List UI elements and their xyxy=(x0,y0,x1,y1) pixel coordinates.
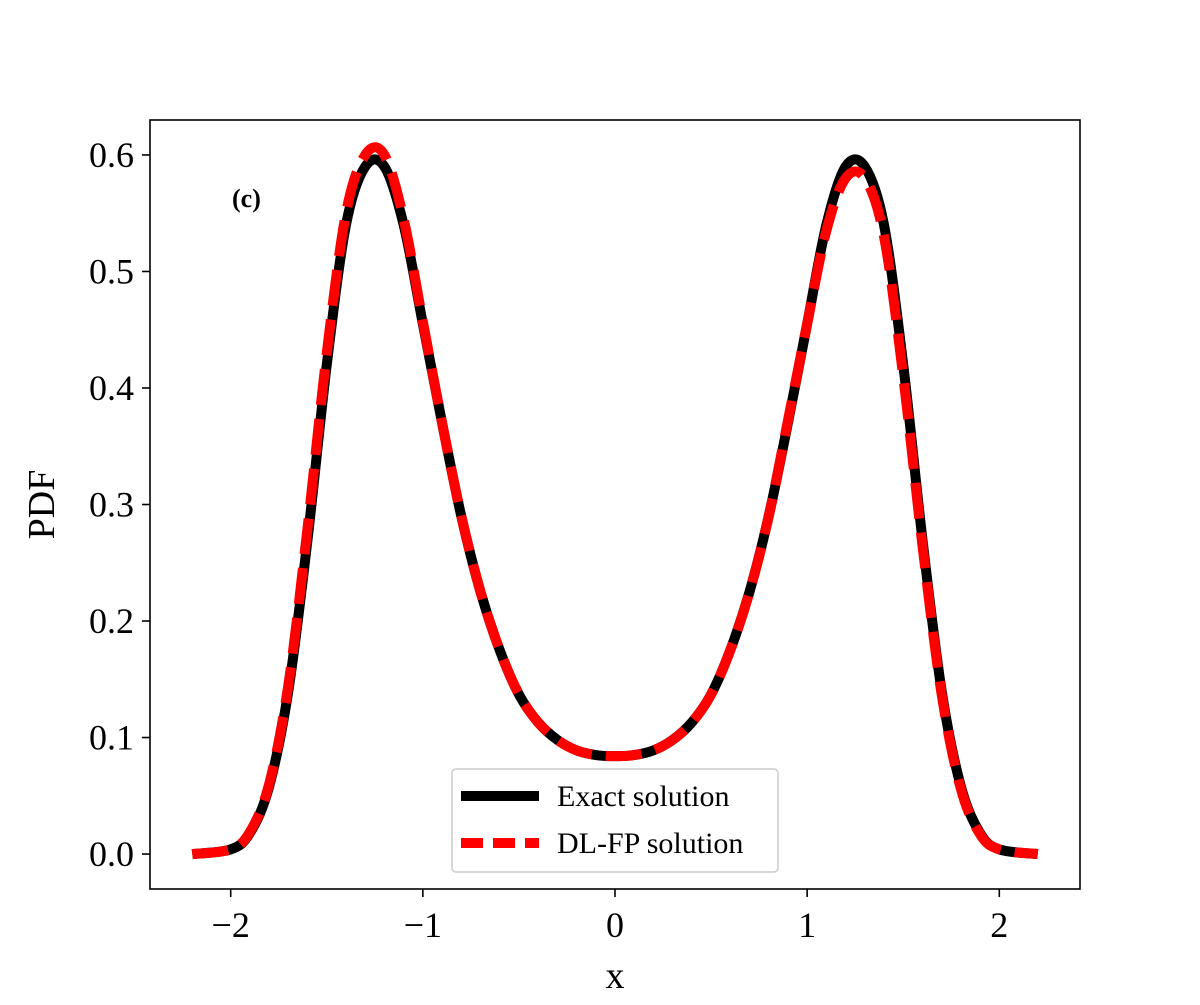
x-tick-label: 2 xyxy=(990,905,1008,945)
y-tick-label: 0.5 xyxy=(89,251,134,291)
series-line-dlfp xyxy=(191,142,1039,860)
x-tick-label: −2 xyxy=(212,905,250,945)
x-tick-label: −1 xyxy=(404,905,442,945)
y-tick-label: 0.2 xyxy=(89,601,134,641)
series-layer xyxy=(191,142,1039,860)
y-tick-label: 0.4 xyxy=(89,368,134,408)
y-axis-label: PDF xyxy=(21,470,63,540)
legend: Exact solution DL-FP solution xyxy=(451,768,779,873)
ticks-layer: −2 −1 0 1 2 0.0 0.1 0.2 0.3 0.4 0.5 0.6 xyxy=(89,135,1008,945)
panel-label: (c) xyxy=(232,184,261,213)
x-axis-label: x xyxy=(606,955,625,997)
y-tick-label: 0.3 xyxy=(89,485,134,525)
x-tick-label: 0 xyxy=(606,905,624,945)
y-tick-label: 0.0 xyxy=(89,834,134,874)
legend-label-dlfp: DL-FP solution xyxy=(557,827,743,860)
y-tick-label: 0.6 xyxy=(89,135,134,175)
legend-label-exact: Exact solution xyxy=(557,780,729,813)
y-tick-label: 0.1 xyxy=(89,718,134,758)
x-tick-label: 1 xyxy=(798,905,816,945)
